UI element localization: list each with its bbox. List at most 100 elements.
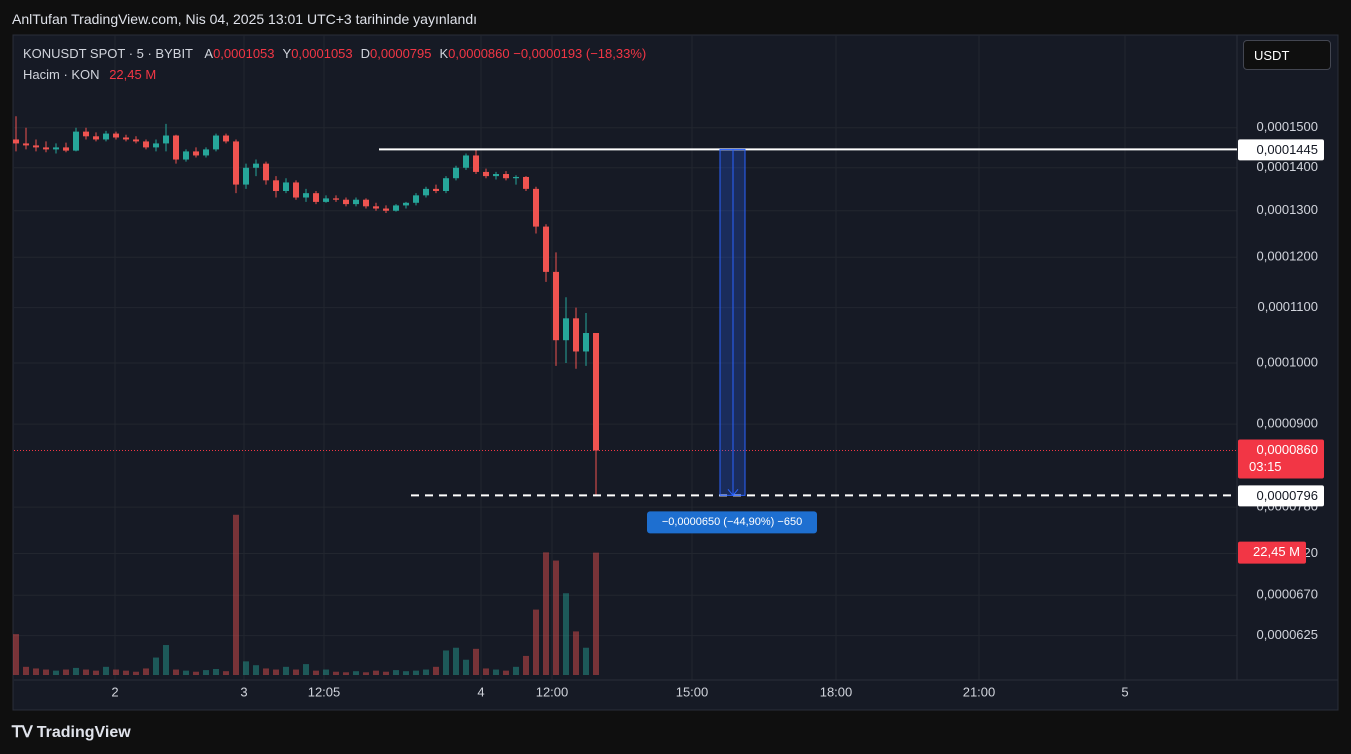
volume-bar <box>133 671 139 675</box>
y-tick-label: 0,0001000 <box>1257 354 1318 369</box>
volume-bar <box>473 648 479 675</box>
volume-legend: Hacim · KON 22,45 M <box>23 67 156 82</box>
currency-button[interactable]: USDT <box>1243 40 1331 70</box>
candle-body <box>493 174 499 177</box>
volume-bar <box>383 671 389 675</box>
candle-body <box>583 333 589 352</box>
candle-body <box>323 198 329 202</box>
y-tick-label: 0,0001300 <box>1257 202 1318 217</box>
volume-bar <box>363 672 369 675</box>
logo-text: TradingView <box>36 724 131 741</box>
volume-bar <box>393 670 399 675</box>
volume-bar <box>373 670 379 675</box>
volume-bar <box>33 668 39 675</box>
volume-bar <box>73 667 79 675</box>
volume-bar <box>273 669 279 675</box>
volume-bar <box>503 670 509 675</box>
candle-body <box>23 143 29 146</box>
volume-bar <box>153 657 159 675</box>
last-price-box <box>1238 439 1324 479</box>
volume-bar <box>223 671 229 675</box>
candle-body <box>163 135 169 144</box>
candle-body <box>483 171 489 177</box>
candle-body <box>83 131 89 137</box>
candle-body <box>443 178 449 192</box>
candle-body <box>113 133 119 138</box>
x-tick-label: 3 <box>240 684 247 699</box>
price-line-label: 0,0000796 <box>1257 488 1318 503</box>
y-tick-label: 0,0001400 <box>1257 159 1318 174</box>
candle-body <box>513 176 519 179</box>
volume-bar <box>163 645 169 675</box>
x-tick-label: 5 <box>1121 684 1128 699</box>
ohlc-value: 0,0000795 <box>370 46 432 61</box>
candle-body <box>123 137 129 140</box>
volume-bar <box>43 669 49 675</box>
volume-bar <box>593 552 599 675</box>
candle-body <box>43 147 49 150</box>
candle-body <box>503 174 509 179</box>
price-line-label: 0,0001445 <box>1257 142 1318 157</box>
volume-bar <box>113 669 119 675</box>
volume-bar <box>493 669 499 675</box>
volume-bar <box>293 669 299 675</box>
candle-body <box>373 206 379 209</box>
volume-bar <box>513 666 519 675</box>
header-title: AnlTufan TradingView.com, Nis 04, 2025 1… <box>12 11 477 27</box>
x-tick-label: 15:00 <box>676 684 709 699</box>
candle-body <box>353 199 359 205</box>
candle-body <box>253 163 259 168</box>
candle-body <box>313 193 319 202</box>
volume-bar <box>533 609 539 675</box>
logo-icon: ꓔᐯ <box>12 724 33 741</box>
candle-body <box>193 151 199 156</box>
candle-body <box>413 195 419 203</box>
volume-bar <box>483 668 489 675</box>
last-price-label: 0,0000860 <box>1257 442 1318 457</box>
candle-body <box>293 182 299 198</box>
candle-body <box>263 163 269 181</box>
y-tick-label: 0,0001200 <box>1257 249 1318 264</box>
candle-body <box>383 208 389 211</box>
candle-body <box>213 135 219 150</box>
volume-bar <box>23 666 29 675</box>
candle-body <box>13 139 19 144</box>
candle-body <box>103 133 109 140</box>
volume-bar <box>323 669 329 675</box>
candle-body <box>303 193 309 198</box>
candle-body <box>73 131 79 151</box>
price-line-label-box <box>1238 139 1324 161</box>
candle-body <box>423 188 429 196</box>
volume-label: 22,45 M <box>1253 544 1300 559</box>
footer-logo: ꓔᐯ TradingView <box>12 722 131 742</box>
y-tick-label: 0,0000670 <box>1257 587 1318 602</box>
candle-body <box>403 202 409 206</box>
ohlc-key: Y <box>282 46 292 61</box>
candle-body <box>133 139 139 142</box>
volume-bar <box>83 669 89 675</box>
candle-body <box>563 318 569 341</box>
volume-bar <box>413 670 419 675</box>
volume-bar <box>343 672 349 675</box>
candle-body <box>183 151 189 160</box>
x-tick-label: 12:00 <box>536 684 569 699</box>
candle-body <box>173 135 179 160</box>
volume-bar <box>423 669 429 675</box>
y-tick-label: 0,0001500 <box>1257 119 1318 134</box>
volume-bar <box>93 670 99 675</box>
volume-bar <box>63 669 69 675</box>
ohlc-value: 0,0001053 <box>213 46 275 61</box>
volume-bar <box>543 552 549 675</box>
ohlc-value: 0,0000860 <box>448 46 510 61</box>
measure-label: −0,0000650 (−44,90%) −650 <box>662 516 802 528</box>
volume-bar <box>263 668 269 675</box>
volume-bar <box>13 634 19 675</box>
candle-body <box>273 180 279 192</box>
volume-bar <box>233 514 239 675</box>
candle-body <box>473 155 479 172</box>
volume-bar <box>203 670 209 675</box>
y-tick-label: 0,0001100 <box>1258 299 1319 314</box>
volume-bar <box>573 631 579 675</box>
candle-body <box>533 188 539 227</box>
